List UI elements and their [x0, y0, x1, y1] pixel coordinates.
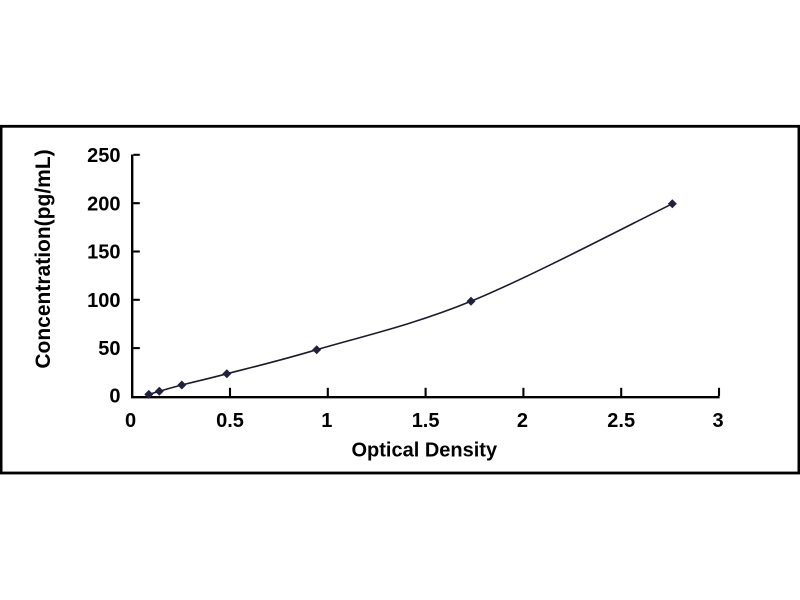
- svg-text:50: 50: [98, 338, 120, 360]
- svg-text:0: 0: [125, 410, 136, 432]
- svg-text:2: 2: [517, 410, 528, 432]
- svg-text:2.5: 2.5: [607, 410, 635, 432]
- svg-text:0: 0: [109, 386, 120, 408]
- svg-text:150: 150: [87, 242, 120, 264]
- svg-text:1.5: 1.5: [412, 410, 440, 432]
- svg-text:1: 1: [321, 410, 332, 432]
- svg-text:Concentration(pg/mL): Concentration(pg/mL): [32, 149, 55, 368]
- svg-text:Optical Density: Optical Density: [351, 439, 497, 461]
- svg-text:200: 200: [87, 193, 120, 215]
- svg-text:0.5: 0.5: [216, 410, 244, 432]
- svg-text:3: 3: [712, 410, 723, 432]
- svg-text:100: 100: [87, 290, 120, 312]
- svg-text:250: 250: [87, 145, 120, 167]
